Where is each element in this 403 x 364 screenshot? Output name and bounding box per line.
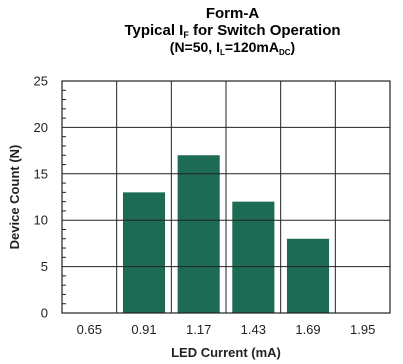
bar-1-17 — [177, 155, 220, 313]
plot-frame — [61, 80, 391, 314]
bar-0-91 — [122, 192, 166, 313]
y-tick-label-0: 0 — [41, 306, 48, 321]
title-line-2: Typical IF for Switch Operation — [124, 22, 341, 40]
y-tick-label-25: 25 — [34, 74, 48, 89]
y-tick-label-20: 20 — [34, 120, 48, 135]
x-tick-label-0-65: 0.65 — [77, 322, 102, 337]
y-tick-label-5: 5 — [41, 259, 48, 274]
x-tick-label-1-95: 1.95 — [350, 322, 375, 337]
x-axis-title: LED Current (mA) — [171, 345, 281, 360]
title-line-1: Form-A — [205, 5, 260, 22]
y-tick-label-10: 10 — [34, 213, 48, 228]
chart-title: Form-A Typical IF for Switch Operation (… — [62, 5, 403, 57]
y-axis-title: Device Count (N) — [7, 145, 22, 250]
bar-1-69 — [286, 238, 330, 313]
bar-1-43 — [232, 201, 275, 313]
y-tick-label-15: 15 — [34, 166, 48, 181]
x-tick-label-0-91: 0.91 — [131, 322, 156, 337]
x-tick-label-1-43: 1.43 — [241, 322, 266, 337]
x-tick-label-1-69: 1.69 — [295, 322, 320, 337]
title-line-3: (N=50, IL=120mADC) — [169, 39, 296, 57]
x-tick-label-1-17: 1.17 — [186, 322, 211, 337]
